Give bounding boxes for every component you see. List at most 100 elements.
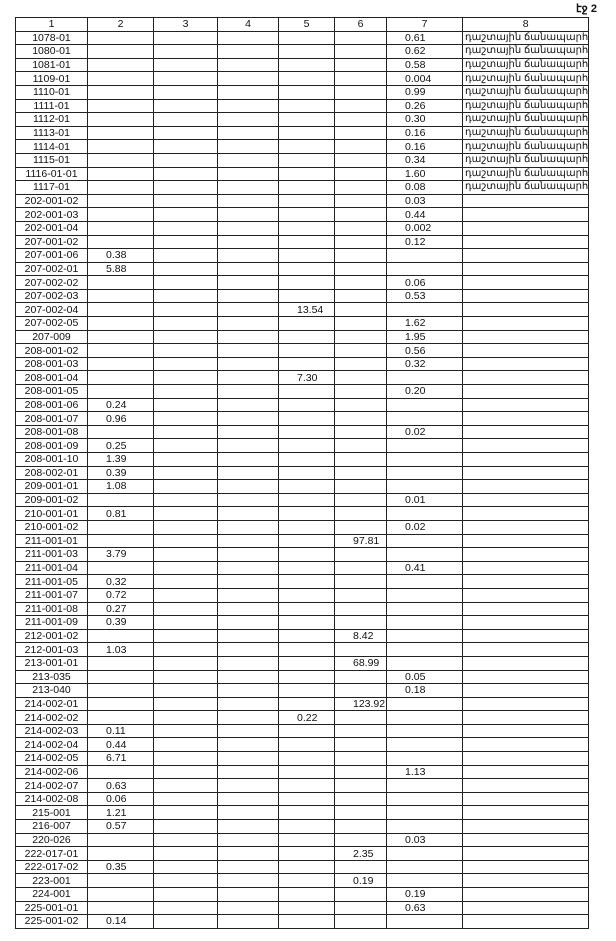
table-row: 1116-01-01 1.60 դաշտային ճանապարհ bbox=[15, 166, 590, 182]
table-cell bbox=[217, 329, 279, 345]
table-cell bbox=[278, 887, 335, 902]
table-cell bbox=[386, 465, 463, 481]
table-cell bbox=[334, 887, 387, 902]
table-cell bbox=[153, 696, 218, 712]
table-cell bbox=[153, 587, 218, 603]
table-cell bbox=[217, 275, 279, 290]
table-cell: 0.11 bbox=[87, 723, 154, 739]
table-cell bbox=[153, 914, 218, 929]
table-cell bbox=[87, 193, 154, 209]
table-cell bbox=[386, 601, 463, 617]
table-row: 207-002-03 0.53 bbox=[15, 288, 590, 304]
table-cell: 1112-01 bbox=[15, 112, 88, 127]
table-cell bbox=[278, 261, 335, 277]
table-cell bbox=[278, 846, 335, 861]
table-cell bbox=[278, 900, 335, 916]
table-cell bbox=[334, 57, 387, 73]
table-cell bbox=[334, 397, 387, 413]
table-cell bbox=[217, 873, 279, 888]
table-cell bbox=[461, 628, 590, 644]
table-cell bbox=[461, 519, 590, 535]
table-cell: դաշտային ճանապարհ bbox=[461, 166, 590, 182]
table-cell bbox=[153, 438, 218, 453]
table-cell: 97.81 bbox=[334, 533, 387, 549]
table-cell bbox=[334, 248, 387, 263]
table-cell: 1078-01 bbox=[15, 30, 88, 46]
table-cell: 207-002-01 bbox=[15, 261, 88, 277]
table-cell: դաշտային ճանապարհ bbox=[461, 84, 590, 100]
table-cell bbox=[386, 846, 463, 861]
table-cell: 1115-01 bbox=[15, 152, 88, 168]
table-cell bbox=[217, 411, 279, 426]
table-cell bbox=[278, 343, 335, 358]
table-row: 214-002-07 0.63 bbox=[15, 778, 590, 793]
table-cell: 0.19 bbox=[386, 887, 463, 902]
table-row: 210-001-01 0.81 bbox=[15, 506, 590, 521]
table-cell bbox=[278, 329, 335, 345]
table-cell: դաշտային ճանապարհ bbox=[461, 139, 590, 154]
table-cell bbox=[87, 316, 154, 331]
column-header: 7 bbox=[386, 17, 463, 32]
table-cell bbox=[153, 139, 218, 154]
table-cell bbox=[87, 683, 154, 698]
table-cell: 68.99 bbox=[334, 655, 387, 671]
table-cell: 208-001-09 bbox=[15, 438, 88, 453]
table-cell bbox=[334, 234, 387, 250]
table-row: 207-002-01 5.88 bbox=[15, 261, 590, 277]
table-row: 1080-01 0.62 դաշտային ճանապարհ bbox=[15, 44, 590, 59]
table-row: 211-001-07 0.72 bbox=[15, 587, 590, 603]
table-cell: 1.60 bbox=[386, 166, 463, 182]
table-cell bbox=[334, 261, 387, 277]
table-cell bbox=[217, 343, 279, 358]
table-cell bbox=[461, 560, 590, 576]
table-cell: 216-007 bbox=[15, 819, 88, 834]
column-header: 8 bbox=[461, 17, 590, 32]
table-cell: 213-040 bbox=[15, 683, 88, 698]
table-row: 1109-01 0.004 դաշտային ճանապարհ bbox=[15, 71, 590, 86]
table-cell bbox=[87, 234, 154, 250]
table-cell bbox=[217, 384, 279, 399]
table-row: 214-002-02 0.22 bbox=[15, 710, 590, 725]
table-cell bbox=[334, 71, 387, 86]
table-cell bbox=[87, 764, 154, 780]
table-cell bbox=[153, 288, 218, 304]
table-row: 211-001-03 3.79 bbox=[15, 547, 590, 562]
table-cell bbox=[217, 696, 279, 712]
table-cell bbox=[153, 628, 218, 644]
table-cell bbox=[87, 152, 154, 168]
table-cell bbox=[217, 166, 279, 182]
table-cell bbox=[217, 751, 279, 766]
column-header: 6 bbox=[334, 17, 387, 32]
table-cell bbox=[153, 560, 218, 576]
table-cell: 0.004 bbox=[386, 71, 463, 86]
table-cell bbox=[217, 438, 279, 453]
table-cell bbox=[461, 193, 590, 209]
table-cell: 202-001-03 bbox=[15, 207, 88, 222]
table-cell bbox=[153, 452, 218, 467]
table-cell bbox=[461, 683, 590, 698]
table-cell: 6.71 bbox=[87, 751, 154, 766]
table-cell bbox=[87, 424, 154, 440]
table-cell bbox=[217, 248, 279, 263]
table-cell: 211-001-03 bbox=[15, 547, 88, 562]
table-cell bbox=[87, 846, 154, 861]
table-cell bbox=[278, 30, 335, 46]
table-cell bbox=[153, 112, 218, 127]
table-row: 214-002-06 1.13 bbox=[15, 764, 590, 780]
table-cell bbox=[217, 547, 279, 562]
table-cell: 0.19 bbox=[334, 873, 387, 888]
table-cell bbox=[87, 166, 154, 182]
table-cell bbox=[386, 723, 463, 739]
table-cell bbox=[278, 696, 335, 712]
table-cell: 0.72 bbox=[87, 587, 154, 603]
table-cell: 1.62 bbox=[386, 316, 463, 331]
table-row: 208-001-04 7.30 bbox=[15, 370, 590, 386]
table-cell bbox=[87, 220, 154, 236]
table-cell bbox=[386, 452, 463, 467]
table-cell: 0.27 bbox=[87, 601, 154, 617]
table-cell: 0.35 bbox=[87, 859, 154, 875]
table-cell bbox=[334, 519, 387, 535]
table-cell bbox=[153, 737, 218, 753]
table-row: 211-001-05 0.32 bbox=[15, 574, 590, 589]
table-cell bbox=[386, 710, 463, 725]
